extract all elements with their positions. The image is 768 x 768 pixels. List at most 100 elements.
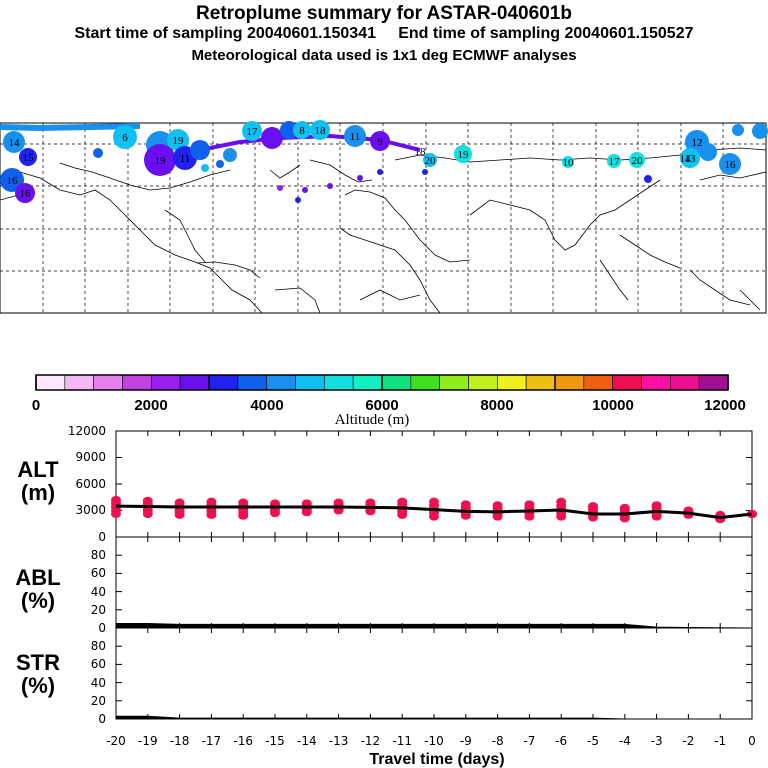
- alt-ytick-label: 12000: [68, 424, 106, 438]
- end-time-label: End time of sampling 20040601.150527: [398, 25, 694, 42]
- str-ytick-label: 40: [91, 676, 106, 690]
- x-tick-label: -20: [106, 734, 126, 748]
- abl-ytick-label: 60: [91, 566, 106, 580]
- altitude-colorbar: [35, 374, 729, 391]
- cluster-label: 6: [122, 132, 128, 144]
- colorbar-segment: [381, 374, 412, 391]
- alt-ylabel: ALT (m): [17, 457, 59, 505]
- str-ytick-label: 60: [91, 657, 106, 671]
- x-axis-label: Travel time (days): [369, 751, 504, 768]
- altitude-spread-marker: [524, 500, 535, 509]
- altitude-spread-marker: [429, 497, 439, 506]
- colorbar-segment: [410, 374, 440, 391]
- altitude-spread-marker: [206, 497, 217, 506]
- alt-ytick-label: 6000: [75, 477, 106, 491]
- cluster-label: 19: [155, 155, 167, 167]
- cluster-label: 20: [632, 155, 644, 167]
- colorbar-segment: [151, 374, 181, 391]
- x-tick-label: -3: [651, 734, 663, 748]
- cluster-label: 15: [23, 152, 35, 164]
- str-ylabel-line1: STR: [16, 650, 60, 675]
- cluster-label: 11: [350, 131, 361, 143]
- str-ytick-label: 0: [98, 712, 106, 726]
- colorbar-segment: [352, 374, 383, 391]
- altitude-spread-marker: [111, 495, 121, 504]
- alt-ylabel-line2: (m): [21, 480, 55, 505]
- x-tick-label: -8: [492, 734, 504, 748]
- alt-ytick-label: 3000: [75, 503, 106, 517]
- x-tick-label: -9: [460, 734, 472, 748]
- cluster-label: 16: [20, 188, 32, 200]
- plot-title: Retroplume summary for ASTAR-040601b: [196, 3, 572, 24]
- cluster-label: 12: [692, 137, 703, 149]
- alt-ylabel-line1: ALT: [17, 457, 59, 482]
- colorbar-segment: [266, 374, 296, 391]
- str-ytick-label: 20: [91, 694, 106, 708]
- x-tick-label: -13: [329, 734, 349, 748]
- cluster-label: 18: [315, 125, 327, 137]
- altitude-spread-marker: [460, 500, 471, 509]
- cluster-label: 14: [680, 153, 692, 165]
- cluster-label: 19: [458, 149, 470, 161]
- x-tick-label: -1: [714, 734, 726, 748]
- colorbar-segment: [324, 374, 354, 391]
- colorbar-segment: [122, 374, 152, 391]
- cluster-label: 18: [415, 146, 427, 158]
- altitude-spread-marker: [142, 496, 153, 505]
- colorbar-segment: [554, 374, 585, 391]
- chart-marks: [111, 430, 757, 720]
- cluster-label: 11: [180, 153, 191, 165]
- str-panel-frame: [115, 627, 753, 720]
- cluster-label: 16: [7, 175, 19, 187]
- x-tick-label: -12: [361, 734, 381, 748]
- altitude-spread-marker: [365, 498, 376, 507]
- x-tick-label: -17: [202, 734, 222, 748]
- abl-ytick-label: 20: [91, 603, 106, 617]
- colorbar-ticks: 0 2000 4000 6000 8000 10000 12000: [32, 397, 746, 414]
- cluster-labels: 14 15 6 19 17 8 18 9 11 20 19 18 13 12 1…: [7, 125, 737, 200]
- colorbar-segment: [641, 374, 671, 391]
- abl-ylabel: ABL (%): [15, 565, 60, 613]
- alt-ytick-label: 9000: [75, 450, 106, 464]
- str-yticks: 80 60 40 20 0: [91, 639, 106, 726]
- x-tick-label: -7: [523, 734, 535, 748]
- x-tick-label: -11: [392, 734, 412, 748]
- altitude-spread-marker: [492, 501, 503, 510]
- abl-yticks: 80 60 40 20 0: [91, 548, 106, 635]
- cluster-label: 16: [725, 159, 737, 171]
- abl-ylabel-line1: ABL: [15, 565, 60, 590]
- x-tick-label: -14: [297, 734, 317, 748]
- colorbar-segment: [583, 374, 613, 391]
- altitude-spread-marker: [174, 498, 185, 507]
- colorbar-segment: [237, 374, 267, 391]
- x-tick-label: -5: [587, 734, 599, 748]
- cluster-label: 10: [563, 157, 575, 169]
- abl-panel-frame: [115, 536, 753, 629]
- colorbar-segment: [497, 374, 527, 391]
- alt-panel-frame: [115, 430, 753, 538]
- colorbar-segment: [698, 374, 729, 391]
- x-tick-label: -16: [233, 734, 253, 748]
- colorbar-segment: [439, 374, 469, 391]
- colorbar-segment: [525, 374, 556, 391]
- colorbar-segment: [64, 374, 94, 391]
- altitude-spread-marker: [301, 499, 312, 508]
- altitude-spread-marker: [556, 497, 567, 506]
- x-tick-label: -15: [265, 734, 285, 748]
- colorbar-segment: [208, 374, 239, 391]
- altitude-spread-marker: [651, 501, 662, 510]
- colorbar-tick-label: 12000: [704, 397, 746, 414]
- colorbar-tick-label: 0: [32, 397, 40, 414]
- colorbar-segment: [612, 374, 642, 391]
- x-tick-label: -6: [555, 734, 567, 748]
- altitude-spread-marker: [588, 502, 598, 511]
- cluster-label: 17: [247, 126, 259, 138]
- start-time-label: Start time of sampling 20040601.150341: [74, 25, 377, 42]
- cluster-label: 9: [377, 136, 383, 148]
- cluster-label: 13: [685, 153, 697, 165]
- altitude-spread-marker: [397, 497, 408, 506]
- x-tick-label: -18: [170, 734, 190, 748]
- abl-ytick-label: 40: [91, 585, 106, 599]
- altitude-spread-marker: [270, 499, 280, 508]
